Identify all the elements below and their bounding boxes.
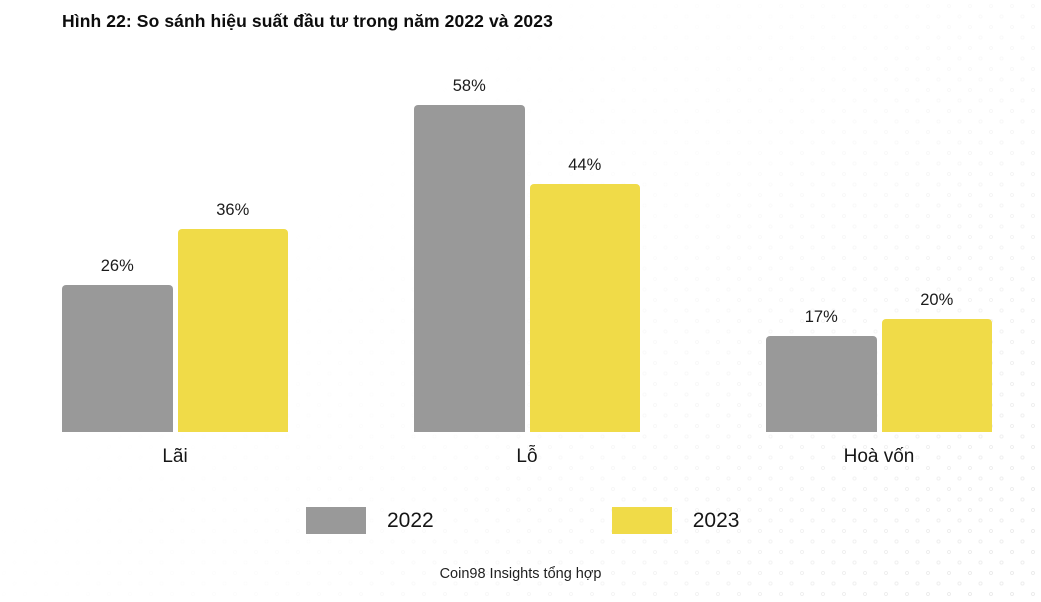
bar-2022-hoa-von xyxy=(766,336,877,432)
bar-2022-lo xyxy=(414,105,525,432)
category-label-lo: Lỗ xyxy=(516,446,538,467)
category-label-lai: Lãi xyxy=(162,446,188,467)
legend-swatch-2022 xyxy=(306,507,366,534)
bar-col-2022: 26% xyxy=(62,257,173,432)
chart-title: Hình 22: So sánh hiệu suất đầu tư trong … xyxy=(62,11,553,31)
bar-value-label: 26% xyxy=(100,257,134,275)
bar-value-label: 58% xyxy=(452,77,486,95)
bar-group-lai: 26% 36% xyxy=(62,201,288,432)
bar-col-2023: 36% xyxy=(177,201,288,432)
bar-2023-lai xyxy=(177,229,288,432)
bar-col-2022: 17% xyxy=(766,308,877,432)
bar-value-label: 36% xyxy=(216,201,250,219)
legend-item-2022: 2022 xyxy=(306,507,434,534)
legend-item-2023: 2023 xyxy=(611,507,740,534)
chart-legend: 2022 2023 xyxy=(306,507,739,534)
legend-label-2022: 2022 xyxy=(387,508,434,532)
bar-col-2022: 58% xyxy=(414,77,525,432)
bar-2023-hoa-von xyxy=(881,319,992,432)
bar-2022-lai xyxy=(62,285,173,432)
category-label-hoa-von: Hoà vốn xyxy=(843,446,915,467)
legend-swatch-2023 xyxy=(611,507,672,534)
bar-group-lo: 58% 44% xyxy=(414,77,640,432)
source-credit: Coin98 Insights tổng hợp xyxy=(439,566,602,582)
bar-col-2023: 44% xyxy=(529,156,640,432)
bar-2023-lo xyxy=(529,184,640,432)
legend-label-2023: 2023 xyxy=(692,508,740,532)
bar-value-label: 17% xyxy=(804,308,838,326)
bar-col-2023: 20% xyxy=(881,291,992,432)
bar-value-label: 20% xyxy=(920,291,954,309)
bar-value-label: 44% xyxy=(568,156,602,174)
bar-group-hoa-von: 17% 20% xyxy=(766,291,992,432)
